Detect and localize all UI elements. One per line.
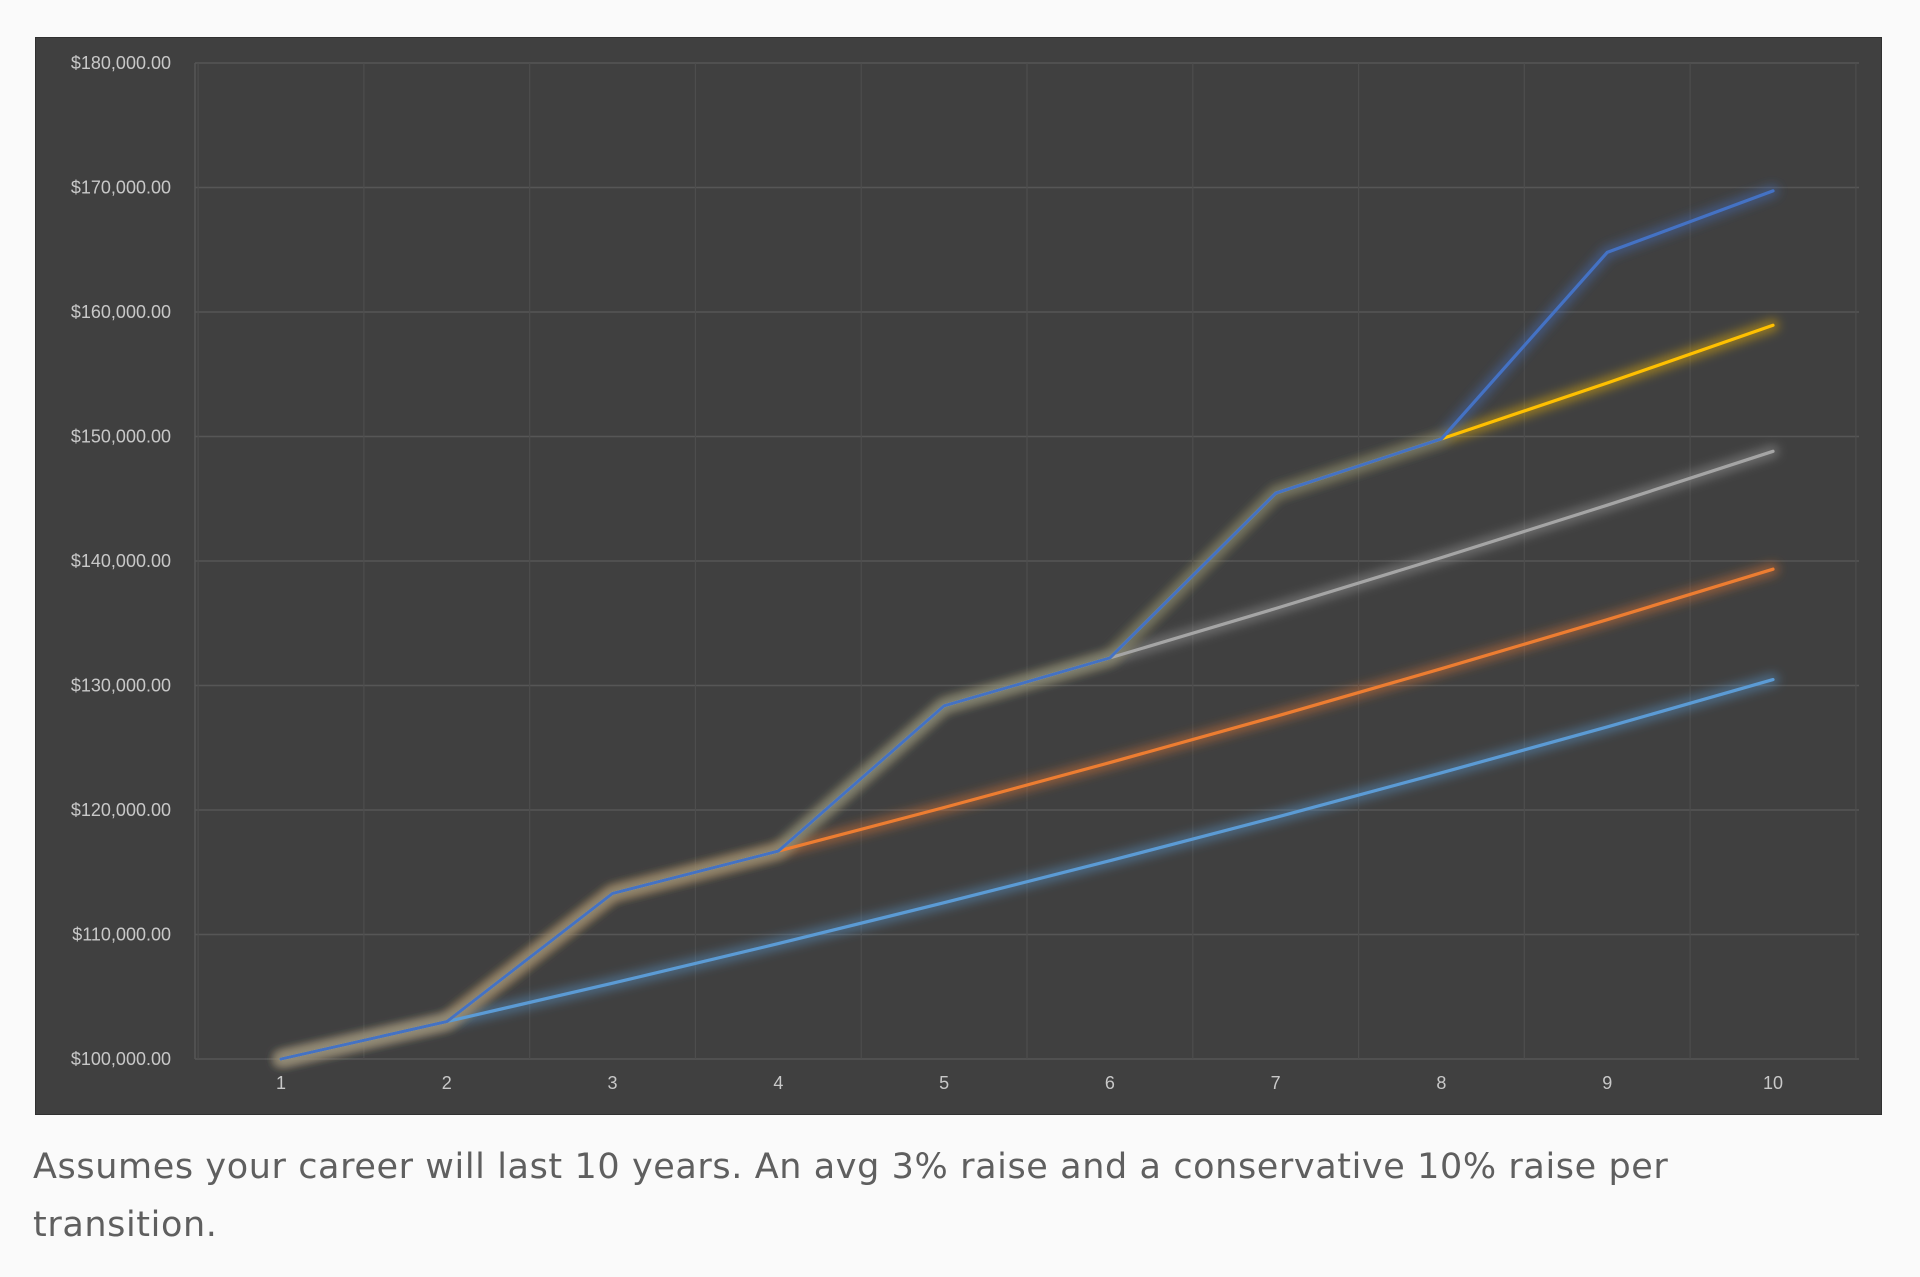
y-tick-label: $150,000.00 — [71, 427, 171, 447]
x-tick-label: 6 — [1105, 1073, 1115, 1093]
series-line-1 — [279, 677, 1775, 1061]
y-tick-label: $120,000.00 — [71, 800, 171, 820]
chart-canvas: $100,000.00 $110,000.00 $120,000.00 $130,00… — [71, 53, 1859, 1093]
y-axis-tick-labels: $100,000.00 $110,000.00 $120,000.00 $130,00… — [71, 53, 171, 1069]
x-tick-label: 5 — [939, 1073, 949, 1093]
y-tick-label: $160,000.00 — [71, 302, 171, 322]
y-tick-label: $140,000.00 — [71, 551, 171, 571]
x-axis-tick-labels: 1 2 3 4 5 6 7 8 9 10 — [276, 1073, 1783, 1093]
chart-caption: Assumes your career will last 10 years. … — [33, 1147, 1669, 1245]
series-lines — [275, 184, 1779, 1065]
series-line-5 — [279, 189, 1775, 1061]
y-tick-label: $180,000.00 — [71, 53, 171, 73]
gridlines — [194, 62, 1859, 1060]
x-tick-label: 9 — [1602, 1073, 1612, 1093]
x-tick-label: 7 — [1271, 1073, 1281, 1093]
y-tick-label: $130,000.00 — [71, 676, 171, 696]
y-tick-label: $170,000.00 — [71, 178, 171, 198]
salary-growth-chart: $100,000.00 $110,000.00 $120,000.00 $130,00… — [35, 37, 1882, 1115]
y-tick-label: $110,000.00 — [72, 925, 171, 945]
x-tick-label: 2 — [442, 1073, 452, 1093]
x-tick-label: 8 — [1436, 1073, 1446, 1093]
x-tick-label: 10 — [1763, 1073, 1783, 1093]
x-tick-label: 3 — [608, 1073, 618, 1093]
x-tick-label: 4 — [773, 1073, 783, 1093]
x-tick-label: 1 — [276, 1073, 286, 1093]
y-tick-label: $100,000.00 — [71, 1049, 171, 1069]
